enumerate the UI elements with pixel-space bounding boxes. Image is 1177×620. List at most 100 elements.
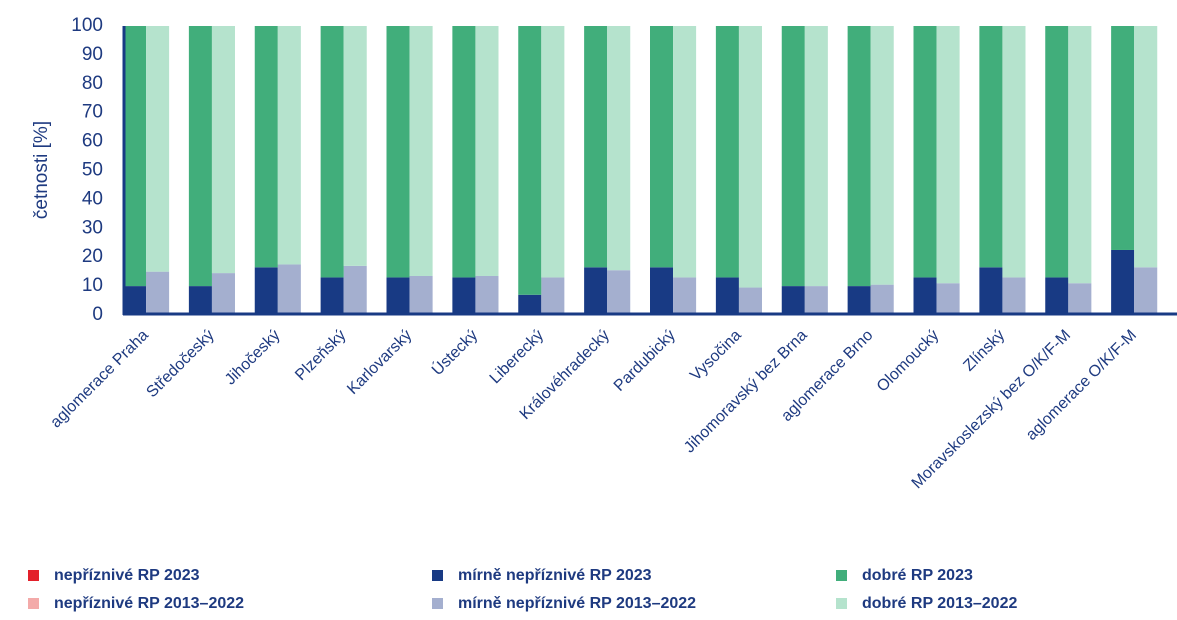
bar-segment bbox=[211, 26, 235, 274]
bar-segment bbox=[715, 277, 739, 315]
bar-segment bbox=[188, 286, 212, 315]
bar-segment bbox=[870, 26, 894, 285]
bar-segment bbox=[781, 286, 805, 315]
y-tick-label: 70 bbox=[82, 102, 103, 123]
bar-segment bbox=[386, 26, 410, 278]
x-tick-label: Pardubický bbox=[611, 327, 679, 395]
y-tick-label: 50 bbox=[82, 160, 103, 181]
bar-segment bbox=[452, 277, 476, 315]
bar-segment bbox=[1068, 283, 1092, 315]
y-tick-label: 80 bbox=[82, 73, 103, 94]
bar-segment bbox=[715, 26, 739, 278]
bar-segment bbox=[936, 26, 960, 284]
bar-segment bbox=[673, 277, 697, 315]
bar-segment bbox=[146, 26, 170, 272]
bar-segment bbox=[1134, 267, 1158, 315]
bar-segment bbox=[847, 286, 871, 315]
bar-segment bbox=[343, 265, 367, 315]
bar-segment bbox=[607, 26, 631, 271]
bar-segment bbox=[518, 26, 542, 295]
bar-segment bbox=[518, 294, 542, 315]
x-tick-label: Středočeský bbox=[143, 327, 217, 401]
bar-segment bbox=[1111, 249, 1135, 315]
bar-segment bbox=[123, 286, 147, 315]
bar-segment bbox=[320, 26, 344, 278]
bar-segment bbox=[409, 275, 433, 315]
bar-segment bbox=[781, 26, 805, 287]
x-tick-label: Zlínský bbox=[960, 327, 1008, 375]
legend-label: dobré RP 2023 bbox=[862, 567, 973, 584]
bar-segment bbox=[738, 26, 762, 288]
y-tick-label: 30 bbox=[82, 217, 103, 238]
bar-segment bbox=[254, 267, 278, 315]
bar-segment bbox=[320, 277, 344, 315]
bar-segment bbox=[188, 26, 212, 287]
legend-swatch bbox=[432, 570, 443, 581]
bar-segment bbox=[979, 267, 1003, 315]
bar-segment bbox=[409, 26, 433, 276]
x-tick-label: aglomerace Praha bbox=[47, 327, 152, 432]
bar-segment bbox=[541, 26, 565, 278]
bar-segment bbox=[584, 267, 608, 315]
legend-label: nepříznivé RP 2013–2022 bbox=[54, 595, 244, 612]
legend-label: nepříznivé RP 2023 bbox=[54, 567, 200, 584]
bar-segment bbox=[1134, 26, 1158, 268]
legend-swatch bbox=[432, 598, 443, 609]
legend-swatch bbox=[28, 598, 39, 609]
y-tick-label: 60 bbox=[82, 131, 103, 152]
bar-segment bbox=[738, 287, 762, 315]
bar-segment bbox=[475, 275, 499, 315]
bar-segment bbox=[1111, 26, 1135, 250]
bar-segment bbox=[870, 284, 894, 315]
bar-segment bbox=[386, 277, 410, 315]
x-tick-label: Karlovarský bbox=[344, 327, 415, 398]
y-tick-label: 90 bbox=[82, 44, 103, 65]
bar-segment bbox=[804, 26, 828, 287]
bar-segment bbox=[541, 277, 565, 315]
bar-segment bbox=[452, 26, 476, 278]
y-tick-label: 100 bbox=[71, 15, 103, 36]
legend-label: mírně nepříznivé RP 2023 bbox=[458, 567, 652, 584]
bar-segment bbox=[475, 26, 499, 276]
y-tick-label: 40 bbox=[82, 188, 103, 209]
bar-segment bbox=[1045, 277, 1069, 315]
legend-label: mírně nepříznivé RP 2013–2022 bbox=[458, 595, 696, 612]
y-axis-label: četnosti [%] bbox=[31, 121, 52, 219]
legend-label: dobré RP 2013–2022 bbox=[862, 595, 1017, 612]
bar-segment bbox=[936, 283, 960, 315]
bar-segment bbox=[673, 26, 697, 278]
x-tick-label: Ústecký bbox=[428, 325, 482, 379]
x-tick-label: Jihomoravský bez Brna bbox=[681, 327, 811, 457]
x-tick-label: Olomoucký bbox=[874, 327, 943, 396]
bar-segment bbox=[650, 267, 674, 315]
bar-segment bbox=[650, 26, 674, 268]
x-tick-label: Plzeňský bbox=[292, 327, 349, 384]
bar-segment bbox=[277, 26, 301, 265]
bar-segment bbox=[211, 273, 235, 315]
bar-segment bbox=[123, 26, 147, 287]
bar-segment bbox=[804, 286, 828, 315]
y-tick-label: 10 bbox=[82, 275, 103, 296]
bar-segment bbox=[1045, 26, 1069, 278]
bar-segment bbox=[277, 264, 301, 315]
bar-segment bbox=[1002, 26, 1026, 278]
legend-swatch bbox=[28, 570, 39, 581]
bar-segment bbox=[913, 277, 937, 315]
y-tick-label: 0 bbox=[92, 304, 103, 325]
bar-segment bbox=[1068, 26, 1092, 284]
bar-segment bbox=[979, 26, 1003, 268]
x-tick-label: aglomerace O/K/F-M bbox=[1023, 327, 1140, 444]
x-tick-label: Vysočina bbox=[687, 327, 745, 385]
bar-segment bbox=[913, 26, 937, 278]
bar-segment bbox=[343, 26, 367, 266]
bar-segment bbox=[254, 26, 278, 268]
bar-segment bbox=[1002, 277, 1026, 315]
bar-segment bbox=[607, 270, 631, 315]
x-tick-label: Liberecký bbox=[487, 327, 547, 387]
x-tick-label: Jihočeský bbox=[222, 327, 284, 389]
bar-segment bbox=[847, 26, 871, 287]
bar-segment bbox=[146, 271, 170, 315]
bar-segment bbox=[584, 26, 608, 268]
y-tick-label: 20 bbox=[82, 246, 103, 267]
